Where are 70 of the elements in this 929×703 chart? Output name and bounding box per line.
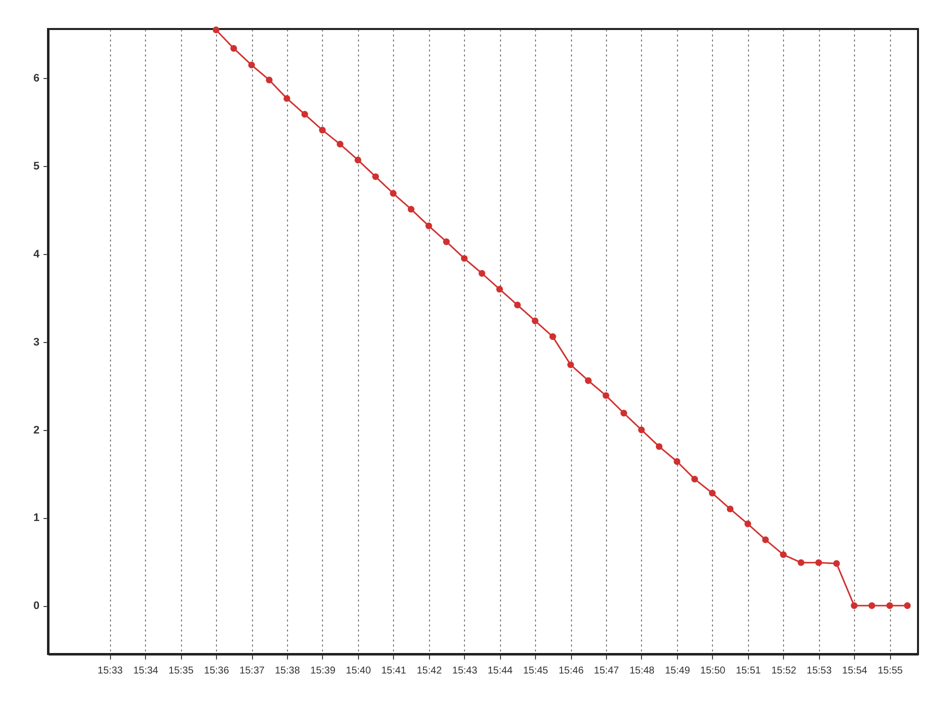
- point: [602, 392, 610, 399]
- y-tick-label: 2: [33, 424, 40, 436]
- x-tick-label: 15:36: [204, 666, 230, 676]
- x-tick-label: 15:40: [346, 666, 372, 676]
- point: [815, 559, 822, 566]
- x-tick-label: 15:34: [133, 666, 159, 676]
- x-tick-label: 15:44: [488, 666, 514, 676]
- point: [567, 361, 574, 368]
- x-tick-label: 15:45: [523, 666, 549, 676]
- point: [691, 476, 698, 482]
- x-tick-label: 15:54: [842, 666, 868, 676]
- x-tick-label: 15:55: [878, 666, 904, 676]
- y-tick-label: 4: [33, 248, 40, 261]
- point: [514, 302, 521, 308]
- x-tick-label: 15:48: [629, 666, 655, 676]
- point: [336, 140, 344, 148]
- point: [656, 443, 662, 450]
- point: [886, 602, 894, 609]
- point: [301, 110, 308, 118]
- x-tick-label: 15:33: [98, 666, 124, 676]
- point: [726, 506, 734, 512]
- point: [443, 238, 450, 246]
- point: [212, 26, 220, 34]
- point: [708, 490, 716, 496]
- point: [904, 602, 911, 609]
- x-tick-label: 15:50: [700, 666, 726, 676]
- point: [319, 126, 326, 134]
- point: [744, 520, 752, 528]
- x-tick-label: 15:39: [310, 666, 336, 676]
- x-tick-label: 15:37: [240, 666, 266, 676]
- x-tick-label: 15:49: [664, 666, 690, 676]
- point: [408, 206, 414, 213]
- x-tick-label: 15:51: [736, 666, 762, 676]
- y-tick-label: 0: [33, 600, 40, 612]
- y-tick-label: 3: [33, 336, 40, 348]
- point: [638, 426, 645, 434]
- point: [230, 44, 238, 52]
- x-tick-label: 15:43: [452, 666, 478, 676]
- x-tick-label: 15:47: [594, 666, 620, 676]
- point: [248, 62, 255, 68]
- point: [584, 377, 592, 384]
- y-tick-label: 1: [33, 512, 40, 524]
- point: [798, 559, 804, 566]
- point: [674, 458, 680, 465]
- point: [833, 560, 840, 567]
- point: [372, 173, 379, 180]
- point: [354, 156, 362, 164]
- point: [496, 286, 503, 293]
- x-tick-label: 15:42: [416, 666, 442, 676]
- x-tick-label: 15:52: [771, 666, 797, 676]
- point: [460, 255, 468, 262]
- point: [284, 95, 290, 102]
- point: [762, 536, 769, 544]
- x-tick-label: 15:38: [274, 666, 300, 676]
- point: [850, 602, 858, 609]
- x-tick-label: 15:41: [381, 666, 407, 676]
- x-tick-label: 15:53: [806, 666, 832, 676]
- point: [868, 602, 876, 609]
- x-tick-label: 15:35: [168, 666, 194, 676]
- point: [478, 270, 486, 277]
- y-tick-label: 5: [33, 160, 40, 173]
- point: [425, 222, 432, 230]
- point: [620, 410, 628, 416]
- y-tick-label: 6: [33, 72, 40, 85]
- point: [532, 317, 538, 324]
- x-tick-label: 15:46: [558, 666, 584, 676]
- point: [549, 333, 556, 340]
- point: [390, 190, 397, 197]
- point: [266, 76, 273, 84]
- point: [780, 551, 787, 558]
